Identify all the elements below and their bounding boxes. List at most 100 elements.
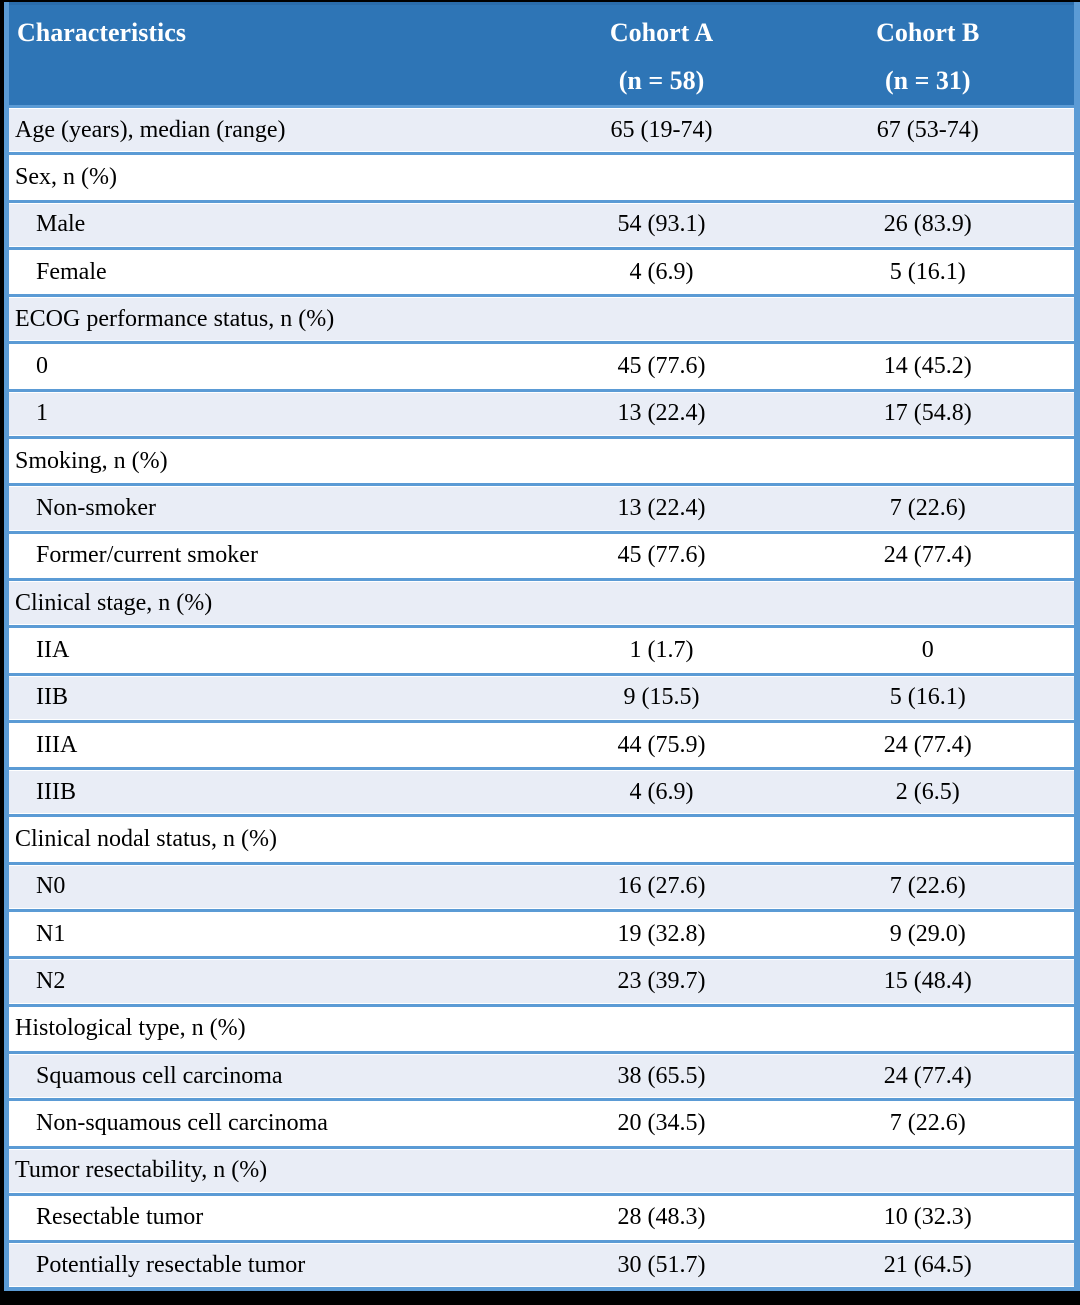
cohort-b-name: Cohort B bbox=[876, 18, 980, 47]
row-value-cohort-a: 23 (39.7) bbox=[541, 956, 782, 1006]
row-value-cohort-b: 10 (32.3) bbox=[781, 1192, 1077, 1242]
cohort-a-n: (n = 58) bbox=[618, 66, 705, 95]
row-label: Histological type, n (%) bbox=[6, 1003, 542, 1053]
row-label: Resectable tumor bbox=[6, 1192, 542, 1242]
row-value-cohort-b bbox=[781, 1145, 1077, 1195]
row-value-cohort-b: 0 bbox=[781, 625, 1077, 675]
row-value-cohort-a: 4 (6.9) bbox=[541, 767, 782, 816]
table-row: N0 16 (27.6) 7 (22.6) bbox=[6, 861, 1077, 911]
table-row: 0 45 (77.6) 14 (45.2) bbox=[6, 341, 1077, 391]
table-row: Non-squamous cell carcinoma 20 (34.5) 7 (2… bbox=[6, 1098, 1077, 1148]
row-value-cohort-b: 7 (22.6) bbox=[781, 1098, 1077, 1148]
row-value-cohort-a bbox=[541, 1003, 782, 1053]
cohort-b-n: (n = 31) bbox=[884, 66, 971, 95]
row-label: Sex, n (%) bbox=[6, 152, 542, 202]
table-row: Former/current smoker 45 (77.6) 24 (77.4) bbox=[6, 530, 1077, 580]
row-label: N1 bbox=[6, 909, 542, 958]
row-value-cohort-a: 4 (6.9) bbox=[541, 246, 782, 296]
row-value-cohort-a: 38 (65.5) bbox=[541, 1050, 782, 1100]
row-label: Age (years), median (range) bbox=[6, 104, 542, 154]
row-label: Squamous cell carcinoma bbox=[6, 1050, 542, 1100]
row-value-cohort-a: 65 (19-74) bbox=[541, 104, 782, 154]
table-section-row: Age (years), median (range) 65 (19-74) 67 … bbox=[6, 104, 1077, 154]
row-value-cohort-a: 13 (22.4) bbox=[541, 483, 782, 533]
row-value-cohort-a: 9 (15.5) bbox=[541, 672, 782, 722]
table-row: Female 4 (6.9) 5 (16.1) bbox=[6, 246, 1077, 296]
row-value-cohort-b: 24 (77.4) bbox=[781, 530, 1077, 580]
row-value-cohort-b: 2 (6.5) bbox=[781, 767, 1077, 816]
row-value-cohort-a: 1 (1.7) bbox=[541, 625, 782, 675]
row-label: Clinical stage, n (%) bbox=[6, 577, 542, 627]
table-section-row: Histological type, n (%) bbox=[6, 1003, 1077, 1053]
table-section-row: ECOG performance status, n (%) bbox=[6, 294, 1077, 343]
table-row: IIIB 4 (6.9) 2 (6.5) bbox=[6, 767, 1077, 816]
row-label: Tumor resectability, n (%) bbox=[6, 1145, 542, 1195]
table-section-row: Clinical stage, n (%) bbox=[6, 577, 1077, 627]
row-label: 0 bbox=[6, 341, 542, 391]
row-label: ECOG performance status, n (%) bbox=[6, 294, 542, 343]
row-value-cohort-a: 20 (34.5) bbox=[541, 1098, 782, 1148]
row-value-cohort-b bbox=[781, 152, 1077, 202]
table-row: 1 13 (22.4) 17 (54.8) bbox=[6, 388, 1077, 438]
row-value-cohort-a: 45 (77.6) bbox=[541, 341, 782, 391]
row-value-cohort-b: 5 (16.1) bbox=[781, 246, 1077, 296]
row-value-cohort-a: 19 (32.8) bbox=[541, 909, 782, 958]
row-value-cohort-b bbox=[781, 294, 1077, 343]
row-value-cohort-b: 24 (77.4) bbox=[781, 719, 1077, 769]
row-value-cohort-b: 15 (48.4) bbox=[781, 956, 1077, 1006]
row-label: N2 bbox=[6, 956, 542, 1006]
row-label: IIIB bbox=[6, 767, 542, 816]
row-label: Former/current smoker bbox=[6, 530, 542, 580]
table-header: Characteristics Cohort A (n = 58) Cohort… bbox=[6, 3, 1077, 107]
row-value-cohort-a: 54 (93.1) bbox=[541, 199, 782, 249]
table-row: IIIA 44 (75.9) 24 (77.4) bbox=[6, 719, 1077, 769]
row-value-cohort-b: 17 (54.8) bbox=[781, 388, 1077, 438]
row-value-cohort-a bbox=[541, 577, 782, 627]
row-value-cohort-b: 7 (22.6) bbox=[781, 861, 1077, 911]
row-value-cohort-b: 67 (53-74) bbox=[781, 104, 1077, 154]
row-label: Potentially resectable tumor bbox=[6, 1240, 542, 1289]
row-value-cohort-b: 26 (83.9) bbox=[781, 199, 1077, 249]
table-row: IIB 9 (15.5) 5 (16.1) bbox=[6, 672, 1077, 722]
column-header-cohort-a: Cohort A (n = 58) bbox=[541, 3, 782, 107]
table-section-row: Clinical nodal status, n (%) bbox=[6, 814, 1077, 864]
table-row: Squamous cell carcinoma 38 (65.5) 24 (77.4… bbox=[6, 1050, 1077, 1100]
table-section-row: Sex, n (%) bbox=[6, 152, 1077, 202]
column-header-characteristics: Characteristics bbox=[6, 3, 542, 107]
row-label: Smoking, n (%) bbox=[6, 436, 542, 485]
table-row: N2 23 (39.7) 15 (48.4) bbox=[6, 956, 1077, 1006]
row-value-cohort-a bbox=[541, 436, 782, 485]
row-value-cohort-b: 24 (77.4) bbox=[781, 1050, 1077, 1100]
row-value-cohort-b bbox=[781, 436, 1077, 485]
row-label: IIIA bbox=[6, 719, 542, 769]
column-header-cohort-b: Cohort B (n = 31) bbox=[781, 3, 1077, 107]
row-value-cohort-b: 5 (16.1) bbox=[781, 672, 1077, 722]
row-value-cohort-a: 16 (27.6) bbox=[541, 861, 782, 911]
row-value-cohort-b bbox=[781, 1003, 1077, 1053]
row-value-cohort-a bbox=[541, 1145, 782, 1195]
row-value-cohort-a bbox=[541, 294, 782, 343]
row-value-cohort-a bbox=[541, 152, 782, 202]
table-row: Male 54 (93.1) 26 (83.9) bbox=[6, 199, 1077, 249]
row-label: Female bbox=[6, 246, 542, 296]
row-value-cohort-a: 30 (51.7) bbox=[541, 1240, 782, 1289]
row-label: Non-squamous cell carcinoma bbox=[6, 1098, 542, 1148]
table-body: Age (years), median (range) 65 (19-74) 67 … bbox=[6, 104, 1077, 1289]
table-section-row: Tumor resectability, n (%) bbox=[6, 1145, 1077, 1195]
row-label: Non-smoker bbox=[6, 483, 542, 533]
column-header-characteristics-text: Characteristics bbox=[17, 18, 186, 47]
row-value-cohort-b: 9 (29.0) bbox=[781, 909, 1077, 958]
table-section-row: Smoking, n (%) bbox=[6, 436, 1077, 485]
page-frame: Characteristics Cohort A (n = 58) Cohort… bbox=[4, 2, 1080, 1291]
row-value-cohort-b: 21 (64.5) bbox=[781, 1240, 1077, 1289]
table-row: Non-smoker 13 (22.4) 7 (22.6) bbox=[6, 483, 1077, 533]
row-label: 1 bbox=[6, 388, 542, 438]
baseline-characteristics-table: Characteristics Cohort A (n = 58) Cohort… bbox=[4, 2, 1080, 1291]
row-value-cohort-b bbox=[781, 814, 1077, 864]
row-label: IIA bbox=[6, 625, 542, 675]
table-row: Potentially resectable tumor 30 (51.7) 21 … bbox=[6, 1240, 1077, 1289]
table-row: N1 19 (32.8) 9 (29.0) bbox=[6, 909, 1077, 958]
cohort-a-name: Cohort A bbox=[609, 18, 714, 47]
row-label: IIB bbox=[6, 672, 542, 722]
row-value-cohort-a bbox=[541, 814, 782, 864]
